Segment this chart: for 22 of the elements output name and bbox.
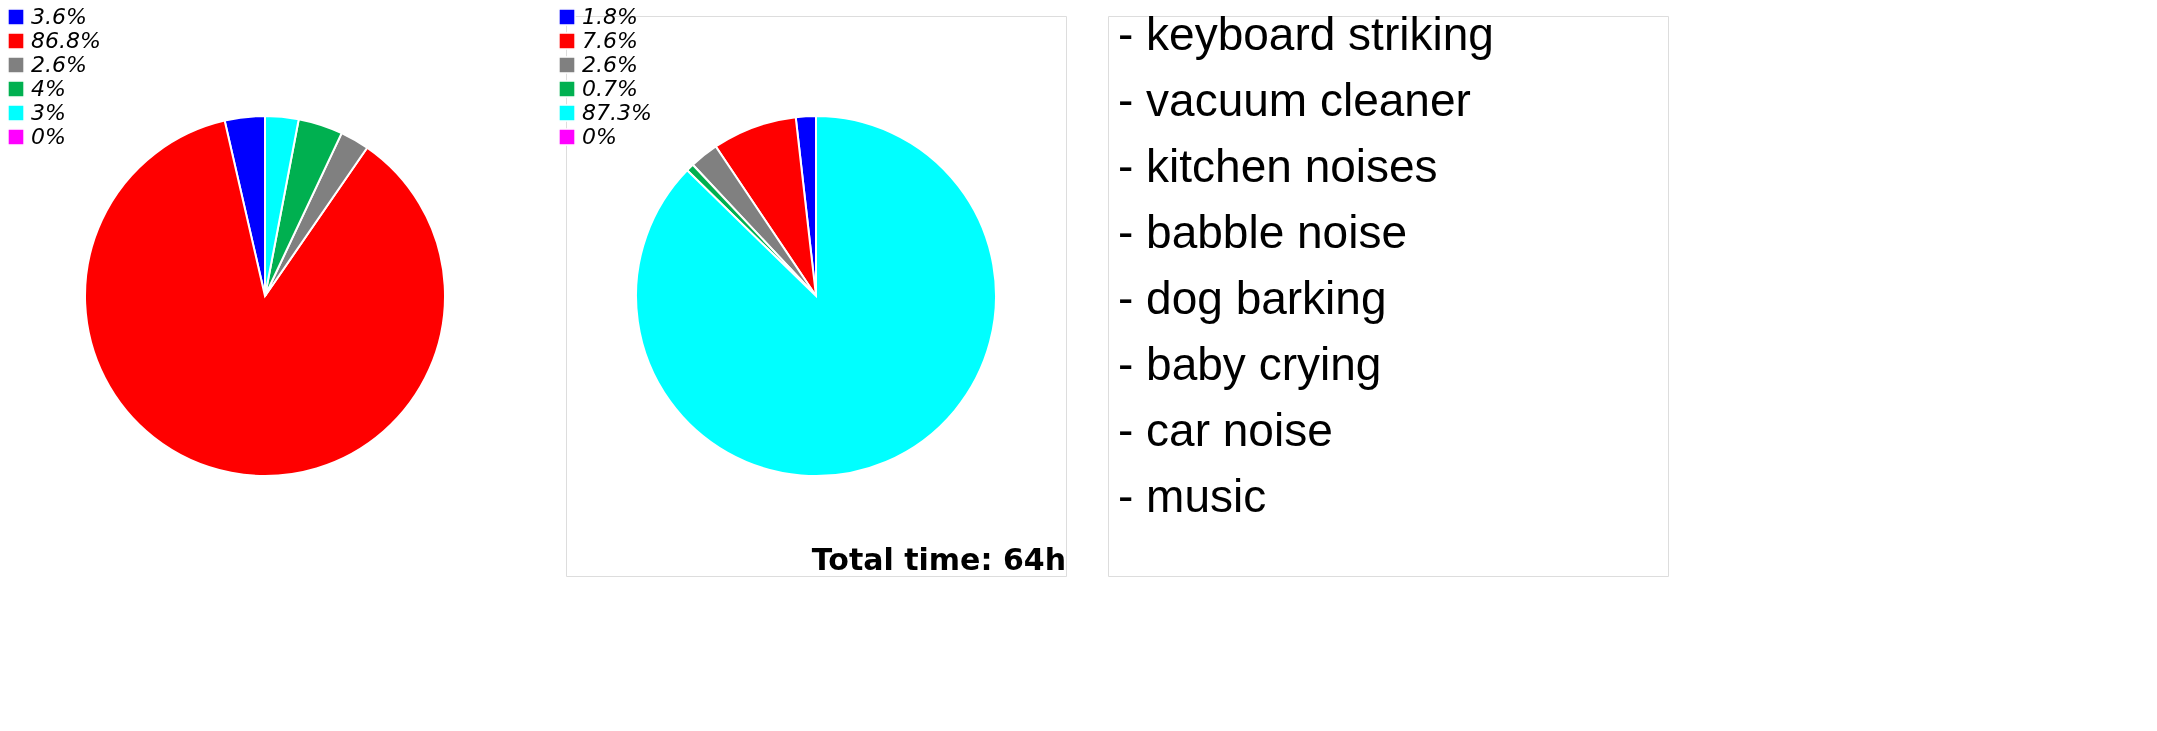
- legend-label: 86.8%: [31, 28, 101, 53]
- text: - car noise: [1118, 404, 1333, 456]
- text: - babble noise: [1118, 206, 1407, 258]
- text: - keyboard striking: [1118, 8, 1494, 60]
- text: - vacuum cleaner: [1118, 74, 1471, 126]
- legend-label: 2.6%: [582, 52, 638, 77]
- text: - baby crying: [1118, 338, 1382, 390]
- legend-label: 87.3%: [582, 100, 652, 125]
- legend-label: 0%: [582, 124, 617, 149]
- pie-slice: [84, 119, 446, 477]
- legend-label: 2.6%: [31, 52, 87, 77]
- text: - music: [1118, 470, 1267, 522]
- text: - dog barking: [1118, 272, 1387, 324]
- legend-label: 1.8%: [582, 4, 638, 29]
- legend-label: 3%: [31, 100, 66, 125]
- text: - kitchen noises: [1118, 140, 1438, 192]
- text: Total time: 64h: [811, 542, 1066, 577]
- legend-label: 4%: [31, 76, 66, 101]
- legend-label: 0%: [31, 124, 66, 149]
- legend-label: 3.6%: [31, 4, 87, 29]
- legend-label: 7.6%: [582, 28, 638, 53]
- legend-label: 0.7%: [582, 76, 638, 101]
